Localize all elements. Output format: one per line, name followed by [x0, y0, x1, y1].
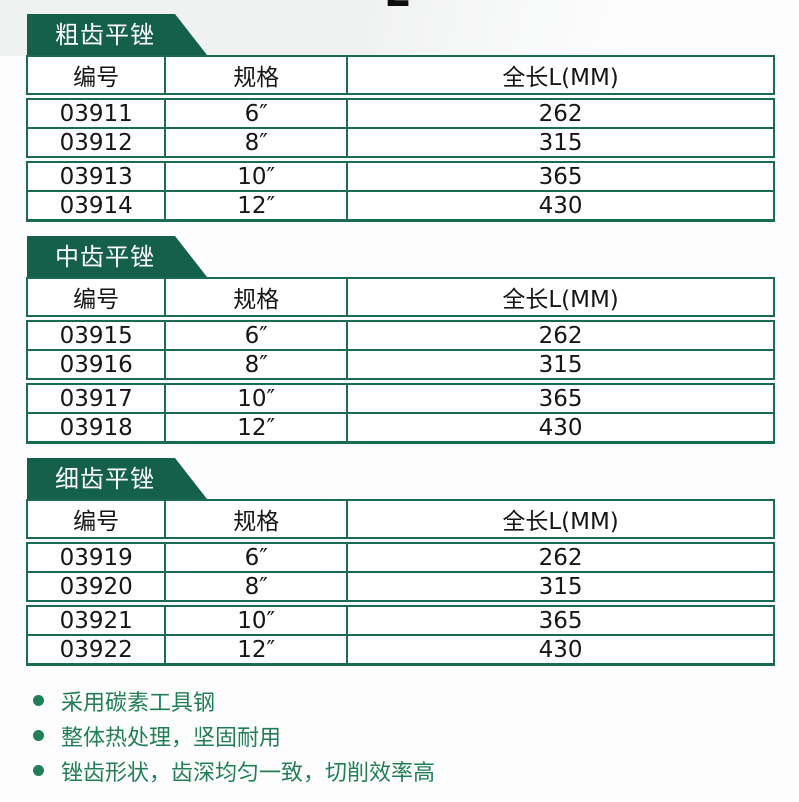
cell-length: 315: [346, 351, 773, 378]
table-row: 03918 12″ 430: [28, 412, 773, 441]
cell-code: 03913: [59, 163, 133, 190]
feature-text: 锉齿形状，齿深均匀一致，切削效率高: [61, 760, 436, 786]
bullet-dot-icon: [33, 730, 44, 741]
table-row: 03920 8″ 315: [28, 571, 773, 600]
column-header-spec: 规格: [164, 279, 346, 315]
column-header-code: 编号: [73, 509, 120, 535]
section-tab-coarse: 粗齿平锉: [27, 14, 207, 55]
column-header-spec: 规格: [164, 57, 346, 93]
section-coarse-file: 粗齿平锉 编号 规格 全长L(MM) 03911 6″ 262 03912 8″…: [26, 14, 775, 222]
cell-length: 315: [346, 129, 773, 156]
cell-code: 03921: [59, 607, 133, 634]
feature-item: 采用碳素工具钢: [33, 683, 775, 718]
cell-code: 03920: [59, 573, 133, 600]
cell-spec: 6″: [164, 100, 346, 127]
feature-text: 采用碳素工具钢: [61, 690, 216, 716]
cell-code: 03919: [59, 544, 133, 571]
section-tab-medium: 中齿平锉: [27, 236, 207, 277]
spec-table-fine: 编号 规格 全长L(MM) 03919 6″ 262 03920 8″ 315 …: [26, 499, 775, 666]
cell-code: 03911: [59, 100, 133, 127]
table-row-group: 03913 10″ 365 03914 12″ 430: [26, 161, 775, 222]
cell-length: 430: [346, 414, 773, 441]
cell-code: 03917: [59, 385, 133, 412]
page-content: 粗齿平锉 编号 规格 全长L(MM) 03911 6″ 262 03912 8″…: [26, 0, 775, 788]
column-header-length: 全长L(MM): [346, 57, 773, 93]
feature-item: 整体热处理，坚固耐用: [33, 718, 775, 753]
cell-spec: 12″: [164, 192, 346, 219]
cell-spec: 10″: [164, 607, 346, 634]
cell-spec: 10″: [164, 385, 346, 412]
table-header-row: 编号 规格 全长L(MM): [26, 499, 775, 539]
table-row: 03915 6″ 262: [28, 322, 773, 349]
feature-text: 整体热处理，坚固耐用: [61, 725, 282, 751]
column-header-code: 编号: [73, 65, 120, 91]
cell-code: 03916: [59, 351, 133, 378]
bullet-dot-icon: [33, 765, 44, 776]
column-header-length: 全长L(MM): [346, 501, 773, 537]
spec-table-medium: 编号 规格 全长L(MM) 03915 6″ 262 03916 8″ 315 …: [26, 277, 775, 444]
cell-length: 365: [346, 163, 773, 190]
table-row: 03911 6″ 262: [28, 100, 773, 127]
table-row: 03921 10″ 365: [28, 607, 773, 634]
cell-length: 430: [346, 192, 773, 219]
cell-spec: 8″: [164, 351, 346, 378]
table-header-row: 编号 规格 全长L(MM): [26, 277, 775, 317]
section-tab-fine: 细齿平锉: [27, 458, 207, 499]
feature-list: 采用碳素工具钢 整体热处理，坚固耐用 锉齿形状，齿深均匀一致，切削效率高: [33, 683, 775, 788]
cell-spec: 12″: [164, 414, 346, 441]
table-row: 03919 6″ 262: [28, 544, 773, 571]
column-header-code: 编号: [73, 287, 120, 313]
cell-length: 315: [346, 573, 773, 600]
cell-code: 03918: [59, 414, 133, 441]
column-header-length: 全长L(MM): [346, 279, 773, 315]
table-row-group: 03915 6″ 262 03916 8″ 315: [26, 320, 775, 380]
column-header-spec: 规格: [164, 501, 346, 537]
cell-spec: 6″: [164, 322, 346, 349]
section-medium-file: 中齿平锉 编号 规格 全长L(MM) 03915 6″ 262 03916 8″…: [26, 236, 775, 444]
feature-item: 锉齿形状，齿深均匀一致，切削效率高: [33, 753, 775, 788]
cell-length: 262: [346, 100, 773, 127]
table-row: 03917 10″ 365: [28, 385, 773, 412]
bullet-dot-icon: [33, 695, 44, 706]
table-header-row: 编号 规格 全长L(MM): [26, 55, 775, 95]
spec-table-coarse: 编号 规格 全长L(MM) 03911 6″ 262 03912 8″ 315 …: [26, 55, 775, 222]
cell-length: 365: [346, 385, 773, 412]
cell-length: 262: [346, 322, 773, 349]
table-row: 03916 8″ 315: [28, 349, 773, 378]
table-row: 03922 12″ 430: [28, 634, 773, 663]
cell-code: 03915: [59, 322, 133, 349]
table-row: 03912 8″ 315: [28, 127, 773, 156]
cell-length: 430: [346, 636, 773, 663]
table-row-group: 03917 10″ 365 03918 12″ 430: [26, 383, 775, 444]
dimension-label-partial: L: [384, 0, 420, 15]
table-row: 03913 10″ 365: [28, 163, 773, 190]
table-row-group: 03921 10″ 365 03922 12″ 430: [26, 605, 775, 666]
cell-spec: 6″: [164, 544, 346, 571]
section-fine-file: 细齿平锉 编号 规格 全长L(MM) 03919 6″ 262 03920 8″…: [26, 458, 775, 666]
cell-code: 03922: [59, 636, 133, 663]
cell-code: 03912: [59, 129, 133, 156]
cell-spec: 8″: [164, 573, 346, 600]
cell-spec: 10″: [164, 163, 346, 190]
cell-code: 03914: [59, 192, 133, 219]
dimension-label-text: L: [384, 0, 420, 13]
table-row: 03914 12″ 430: [28, 190, 773, 219]
cell-spec: 12″: [164, 636, 346, 663]
table-row-group: 03911 6″ 262 03912 8″ 315: [26, 98, 775, 158]
cell-spec: 8″: [164, 129, 346, 156]
cell-length: 262: [346, 544, 773, 571]
table-row-group: 03919 6″ 262 03920 8″ 315: [26, 542, 775, 602]
cell-length: 365: [346, 607, 773, 634]
